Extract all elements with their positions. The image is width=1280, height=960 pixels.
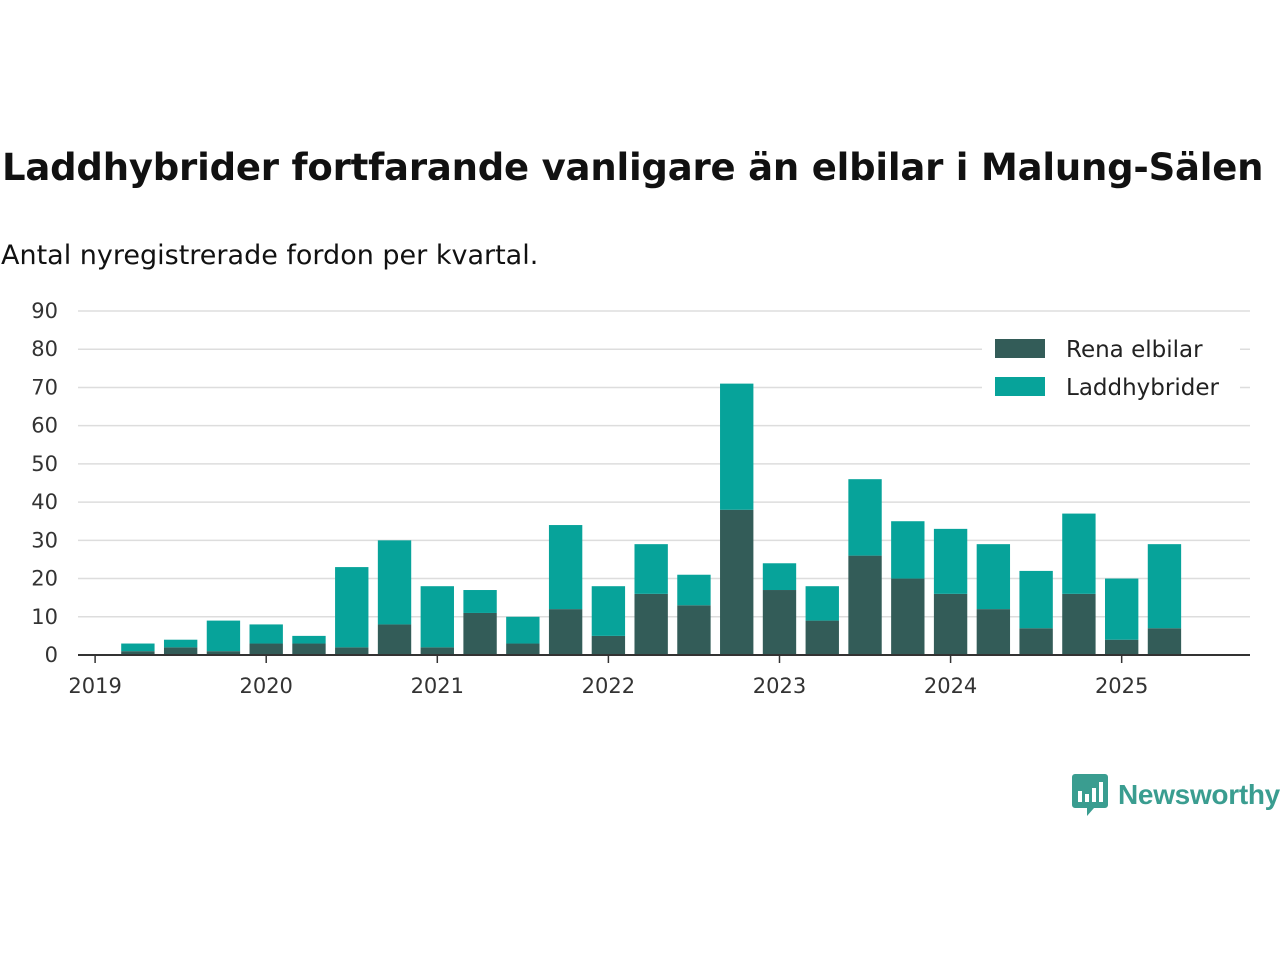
bar-rena-elbilar (720, 509, 754, 655)
x-tick-label: 2020 (239, 674, 292, 698)
y-tick-label: 50 (31, 452, 58, 476)
legend: Rena elbilar Laddhybrider (982, 328, 1240, 410)
bar-rena-elbilar (249, 643, 283, 655)
y-tick-label: 30 (31, 528, 58, 552)
y-tick-label: 80 (31, 337, 58, 361)
bar-rena-elbilar (848, 555, 882, 655)
bar-rena-elbilar (163, 647, 198, 655)
bar-rena-elbilar (1147, 628, 1182, 655)
bar-laddhybrider (206, 620, 241, 652)
y-tick-label: 10 (31, 605, 58, 629)
bar-laddhybrider (1019, 570, 1053, 629)
bar-laddhybrider (420, 586, 454, 648)
brand-name: Newsworthy (1118, 779, 1280, 810)
bar-laddhybrider (335, 567, 369, 648)
bar-rena-elbilar (121, 651, 155, 655)
bar-series (121, 383, 1182, 655)
bar-rena-elbilar (1104, 639, 1139, 655)
bar-laddhybrider (976, 544, 1011, 610)
y-axis-tick-labels: 0 10 20 30 40 50 60 70 80 90 (31, 299, 58, 667)
bar-laddhybrider (1062, 513, 1096, 594)
y-tick-label: 90 (31, 299, 58, 323)
bar-rena-elbilar (591, 635, 626, 655)
bar-rena-elbilar (506, 643, 540, 655)
x-tick-label: 2024 (924, 674, 977, 698)
legend-swatch (995, 377, 1045, 396)
newsworthy-logo-icon (1072, 774, 1108, 816)
bar-laddhybrider (1104, 578, 1139, 640)
bar-rena-elbilar (677, 605, 711, 655)
bar-laddhybrider (163, 639, 198, 648)
bar-rena-elbilar (634, 593, 668, 655)
bar-rena-elbilar (548, 609, 583, 655)
bar-rena-elbilar (1019, 628, 1053, 655)
bar-rena-elbilar (976, 609, 1011, 655)
y-tick-label: 0 (45, 643, 58, 667)
x-tick-label: 2021 (411, 674, 464, 698)
y-tick-label: 40 (31, 490, 58, 514)
legend-label: Laddhybrider (1066, 375, 1219, 401)
bar-laddhybrider (848, 479, 882, 556)
x-tick-label: 2023 (753, 674, 806, 698)
x-tick-label: 2025 (1095, 674, 1148, 698)
bar-laddhybrider (891, 521, 925, 579)
legend-swatch (995, 339, 1045, 358)
bar-laddhybrider (634, 544, 668, 594)
bar-rena-elbilar (206, 651, 241, 655)
bar-rena-elbilar (891, 578, 925, 655)
bar-rena-elbilar (335, 647, 369, 655)
y-tick-label: 20 (31, 567, 58, 591)
x-axis: 2019 2020 2021 2022 2023 2024 2025 (68, 654, 1250, 698)
bar-rena-elbilar (377, 624, 412, 655)
chart-title: Laddhybrider fortfarande vanligare än el… (2, 146, 1264, 189)
bar-rena-elbilar (463, 612, 497, 655)
bar-rena-elbilar (1062, 593, 1096, 655)
legend-label: Rena elbilar (1066, 337, 1203, 363)
x-tick-label: 2022 (582, 674, 635, 698)
bar-laddhybrider (720, 383, 754, 510)
bar-laddhybrider (591, 586, 626, 636)
bar-laddhybrider (548, 525, 583, 610)
bar-laddhybrider (121, 643, 155, 652)
bar-laddhybrider (377, 540, 412, 625)
bar-laddhybrider (506, 616, 540, 644)
bar-laddhybrider (1147, 544, 1182, 629)
y-tick-label: 70 (31, 375, 58, 399)
bar-laddhybrider (249, 624, 283, 644)
bar-rena-elbilar (292, 643, 326, 655)
x-tick-label: 2019 (68, 674, 121, 698)
bar-laddhybrider (463, 590, 497, 613)
bar-laddhybrider (805, 586, 839, 621)
bar-laddhybrider (933, 528, 968, 594)
bar-rena-elbilar (762, 590, 797, 655)
bar-laddhybrider (292, 635, 326, 644)
y-tick-label: 60 (31, 414, 58, 438)
bar-rena-elbilar (805, 620, 839, 655)
bar-laddhybrider (677, 574, 711, 606)
bar-laddhybrider (762, 563, 797, 591)
bar-rena-elbilar (933, 593, 968, 655)
chart-subtitle: Antal nyregistrerade fordon per kvartal. (1, 240, 539, 271)
bar-rena-elbilar (420, 647, 454, 655)
brand-logo: Newsworthy (1072, 774, 1280, 816)
